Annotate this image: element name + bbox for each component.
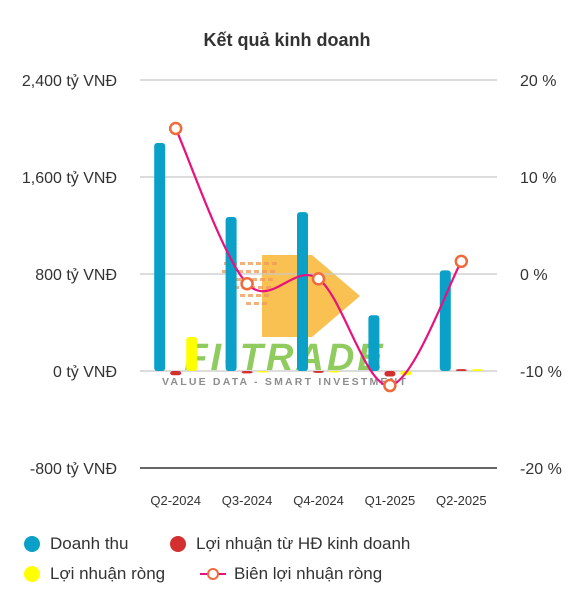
legend-label: Lợi nhuận từ HĐ kinh doanh [196, 534, 411, 553]
legend-item-net-profit[interactable]: Lợi nhuận ròng [24, 564, 165, 584]
bar-operating-profit [313, 371, 324, 373]
bar-net-profit [257, 371, 269, 373]
line-point [454, 254, 469, 269]
left-axis-tick-labels: -800 tỷ VNĐ 0 tỷ VNĐ 800 tỷ VNĐ 1,600 tỷ VN… [22, 73, 117, 478]
watermark-dot [266, 286, 271, 289]
bar-revenue [368, 315, 380, 371]
legend-label: Lợi nhuận ròng [50, 564, 166, 583]
watermark-dot [258, 286, 263, 289]
legend-marker [24, 536, 40, 552]
left-tick-label: -800 tỷ VNĐ [30, 461, 117, 478]
watermark-dot [240, 262, 245, 265]
bar-revenue [154, 143, 166, 371]
watermark-dot [262, 270, 267, 273]
right-axis-tick-labels: -20 % -10 % 0 % 10 % 20 % [520, 73, 562, 478]
watermark-dot [262, 302, 267, 305]
bar-operating-profit [170, 371, 182, 376]
line-point [240, 276, 254, 291]
x-tick-label: Q1-2025 [365, 493, 416, 508]
x-axis-tick-labels: Q2-2024 Q3-2024 Q4-2024 Q1-2025 Q2-2025 [150, 493, 486, 508]
x-tick-label: Q4-2024 [293, 493, 344, 508]
left-tick-label: 800 tỷ VNĐ [35, 267, 117, 284]
bar-net-profit [186, 337, 198, 371]
watermark-dot [246, 270, 251, 273]
right-tick-label: 10 % [520, 170, 556, 187]
watermark-dot [264, 294, 269, 297]
watermark-dot [270, 270, 275, 273]
watermark-dot [246, 302, 251, 305]
watermark-dot [268, 278, 273, 281]
legend-item-operating-profit[interactable]: Lợi nhuận từ HĐ kinh doanh [170, 534, 410, 554]
line-point [383, 378, 397, 393]
legend-label: Biên lợi nhuận ròng [234, 564, 383, 583]
bar-net-profit [329, 371, 340, 373]
left-tick-label: 2,400 tỷ VNĐ [22, 73, 117, 90]
line-series [168, 121, 469, 393]
watermark-dot [254, 302, 259, 305]
left-tick-label: 0 tỷ VNĐ [53, 364, 117, 381]
legend-marker [170, 536, 186, 552]
watermark-dot [264, 262, 269, 265]
x-tick-label: Q3-2024 [222, 493, 273, 508]
legend-label: Doanh thu [50, 534, 129, 553]
watermark-dot [238, 270, 243, 273]
watermark-tagline: VALUE DATA - SMART INVESTMENT [162, 376, 408, 388]
watermark-dot [254, 270, 259, 273]
right-tick-label: -20 % [520, 461, 562, 478]
watermark-dot [236, 278, 241, 281]
bar-operating-profit [384, 371, 396, 377]
legend-item-net-margin[interactable]: Biên lợi nhuận ròng [200, 564, 382, 584]
legend-marker [200, 566, 226, 582]
bar-operating-profit [455, 369, 467, 371]
watermark-brand: FI-TRADE [184, 337, 385, 379]
left-tick-label: 1,600 tỷ VNĐ [22, 170, 117, 187]
bar-series [154, 143, 483, 377]
watermark-arrow [262, 255, 360, 337]
line-point [311, 272, 326, 286]
x-tick-label: Q2-2024 [150, 493, 201, 508]
bar-revenue [225, 217, 237, 371]
legend-marker [24, 566, 40, 582]
x-tick-label: Q2-2025 [436, 493, 487, 508]
line-point [168, 121, 183, 136]
watermark-dot [222, 270, 227, 273]
watermark-dot [272, 262, 277, 265]
bar-revenue [297, 212, 308, 371]
chart-title: Kết quả kinh doanh [203, 30, 371, 50]
bar-net-profit [471, 369, 483, 371]
watermark-dot [248, 294, 253, 297]
bar-revenue [439, 270, 451, 371]
watermark-dot [252, 278, 257, 281]
right-tick-label: 0 % [520, 267, 548, 284]
watermark-dot [256, 262, 261, 265]
legend-item-revenue[interactable]: Doanh thu [24, 534, 128, 554]
watermark-dot [256, 294, 261, 297]
watermark-dot [260, 278, 265, 281]
right-tick-label: -10 % [520, 364, 562, 381]
watermark-dot [240, 294, 245, 297]
bar-operating-profit [241, 371, 253, 374]
right-tick-label: 20 % [520, 73, 556, 90]
watermark-dot [248, 262, 253, 265]
